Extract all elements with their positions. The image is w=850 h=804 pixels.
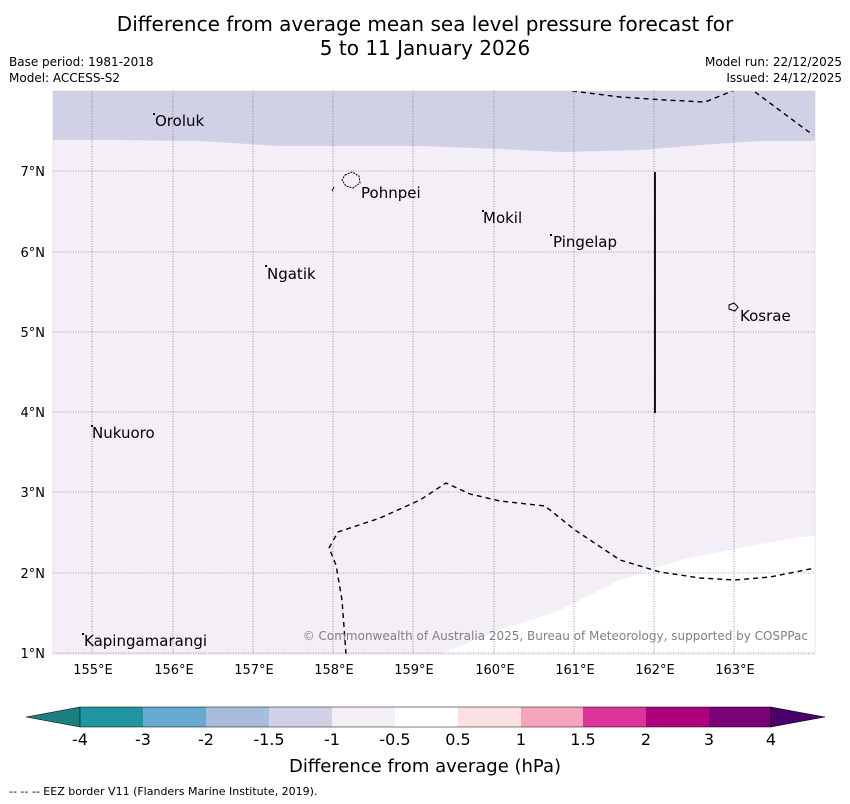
colorbar-arrow-low bbox=[25, 706, 81, 728]
map-title: Difference from average mean sea level p… bbox=[0, 12, 850, 60]
map-frame bbox=[52, 90, 816, 655]
nukuoro-marker bbox=[91, 425, 93, 427]
meta-right: Model run: 22/12/2025 Issued: 24/12/2025 bbox=[705, 54, 842, 86]
lon-label: 158°E bbox=[314, 663, 354, 678]
eez-legend: -- -- -- EEZ border V11 (Flanders Marine… bbox=[9, 785, 318, 798]
lat-label: 2°N bbox=[21, 567, 46, 582]
colorbar-segment bbox=[646, 707, 709, 727]
oroluk-marker bbox=[153, 113, 155, 115]
colorbar-segment bbox=[583, 707, 646, 727]
neutral-region bbox=[440, 536, 815, 654]
lon-label: 155°E bbox=[73, 663, 113, 678]
colorbar-segment bbox=[521, 707, 583, 727]
colorbar-ticks: -4 -3 -2 -1.5 -1 -0.5 0.5 1 1.5 2 3 4 bbox=[72, 730, 776, 749]
colorbar-tick: -1 bbox=[324, 730, 340, 749]
colorbar-tick: 1 bbox=[516, 730, 526, 749]
lon-label: 160°E bbox=[475, 663, 515, 678]
lat-label: 6°N bbox=[21, 246, 46, 261]
place-label-ngatik: Ngatik bbox=[267, 265, 316, 283]
lon-label: 163°E bbox=[715, 663, 755, 678]
pohnpei-island-icon bbox=[341, 171, 361, 189]
colorbar-segment bbox=[332, 707, 395, 727]
ngatik-marker bbox=[265, 265, 267, 267]
colorbar bbox=[25, 706, 826, 728]
colorbar-tick: -4 bbox=[72, 730, 88, 749]
mokil-marker bbox=[482, 210, 484, 212]
issued-date: Issued: 24/12/2025 bbox=[726, 71, 842, 85]
lon-label: 157°E bbox=[234, 663, 274, 678]
colorbar-tick: 2 bbox=[641, 730, 651, 749]
colorbar-tick: 3 bbox=[704, 730, 714, 749]
lon-label: 161°E bbox=[555, 663, 595, 678]
place-label-kosrae: Kosrae bbox=[740, 307, 791, 325]
base-period: Base period: 1981-2018 bbox=[9, 55, 154, 69]
graticule bbox=[53, 91, 815, 654]
colorbar-segment bbox=[395, 707, 458, 727]
place-label-pingelap: Pingelap bbox=[553, 233, 617, 251]
place-label-oroluk: Oroluk bbox=[155, 112, 204, 130]
lat-label: 7°N bbox=[21, 165, 46, 180]
colorbar-arrow-high bbox=[770, 706, 826, 728]
model-name: Model: ACCESS-S2 bbox=[9, 71, 121, 85]
lon-label: 159°E bbox=[394, 663, 434, 678]
colorbar-segment bbox=[458, 707, 521, 727]
colorbar-tick: -2 bbox=[198, 730, 214, 749]
eez-border bbox=[328, 91, 815, 654]
place-label-mokil: Mokil bbox=[483, 209, 522, 227]
colorbar-segment bbox=[269, 707, 332, 727]
lon-label: 162°E bbox=[635, 663, 675, 678]
lat-label: 5°N bbox=[21, 326, 46, 341]
colorbar-outline bbox=[79, 706, 772, 728]
place-label-pohnpei: Pohnpei bbox=[361, 184, 421, 202]
colorbar-segment bbox=[143, 707, 206, 727]
colorbar-segment bbox=[80, 707, 143, 727]
colorbar-label: Difference from average (hPa) bbox=[289, 756, 561, 777]
colorbar-segment bbox=[206, 707, 269, 727]
colorbar-segment bbox=[709, 707, 771, 727]
model-run: Model run: 22/12/2025 bbox=[704, 55, 842, 69]
meta-left: Base period: 1981-2018 Model: ACCESS-S2 bbox=[9, 54, 154, 86]
colorbar-tick: 1.5 bbox=[570, 730, 595, 749]
title-line-2: 5 to 11 January 2026 bbox=[319, 36, 531, 60]
lon-label: 156°E bbox=[154, 663, 194, 678]
colorbar-tick: -1.5 bbox=[253, 730, 284, 749]
lat-label: 4°N bbox=[21, 406, 46, 421]
longitude-labels: 155°E 156°E 157°E 158°E 159°E 160°E 161°… bbox=[73, 663, 755, 678]
place-label-nukuoro: Nukuoro bbox=[92, 424, 155, 442]
ant-atoll-icon bbox=[331, 186, 335, 192]
negative-anomaly-region bbox=[53, 91, 815, 152]
colorbar-tick: 0.5 bbox=[445, 730, 470, 749]
lat-label: 3°N bbox=[21, 486, 46, 501]
colorbar-tick: -0.5 bbox=[379, 730, 410, 749]
kosrae-island-icon bbox=[728, 302, 739, 312]
kapingamarangi-marker bbox=[82, 633, 84, 635]
atoll-markers bbox=[82, 113, 552, 635]
title-line-1: Difference from average mean sea level p… bbox=[116, 12, 734, 36]
latitude-labels: 7°N 6°N 5°N 4°N 3°N 2°N 1°N bbox=[21, 165, 46, 662]
colorbar-tick: 4 bbox=[766, 730, 776, 749]
place-label-kapingamarangi: Kapingamarangi bbox=[84, 632, 207, 650]
copyright-text: © Commonwealth of Australia 2025, Bureau… bbox=[303, 629, 808, 643]
pingelap-marker bbox=[550, 234, 552, 236]
map-area: Oroluk Pohnpei Mokil Pingelap Ngatik Kos… bbox=[53, 91, 815, 654]
colorbar-tick: -3 bbox=[135, 730, 151, 749]
lat-label: 1°N bbox=[21, 647, 46, 662]
